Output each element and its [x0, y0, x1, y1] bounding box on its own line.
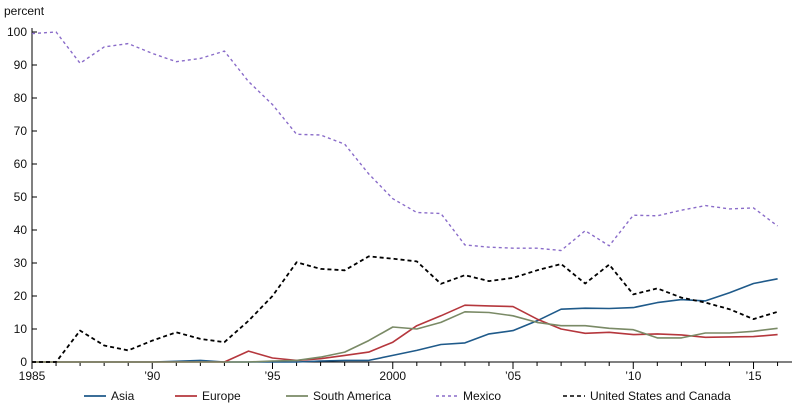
y-tick-label: 60	[14, 157, 28, 171]
y-tick-label: 10	[14, 322, 28, 336]
legend-label-mexico: Mexico	[463, 389, 501, 403]
legend-label-asia: Asia	[111, 389, 135, 403]
series-line-asia	[32, 278, 778, 363]
y-tick-label: 100	[7, 25, 27, 39]
series-line-south-america	[32, 310, 778, 363]
y-tick-label: 80	[14, 91, 28, 105]
x-tick-label: ’05	[505, 369, 521, 383]
x-tick-label: ’10	[625, 369, 641, 383]
x-tick-label: ’95	[264, 369, 280, 383]
x-tick-label: ’90	[144, 369, 160, 383]
x-tick-label: 2000	[379, 369, 406, 383]
y-unit-label: percent	[4, 4, 45, 18]
series-line-united-states-and-canada	[32, 255, 778, 363]
series-line-mexico	[31, 31, 779, 252]
legend: Asia Europe South America Mexico United Stat…	[84, 389, 731, 403]
y-tick-label: 0	[20, 355, 27, 369]
legend-label-south-america: South America	[313, 389, 391, 403]
y-tick-label: 30	[14, 256, 28, 270]
y-tick-label: 20	[14, 289, 28, 303]
y-tick-label: 90	[14, 58, 28, 72]
legend-label-europe: Europe	[202, 389, 241, 403]
series-lines	[31, 31, 779, 363]
y-tick-label: 40	[14, 223, 28, 237]
y-tick-label: 70	[14, 124, 28, 138]
legend-label-united-states-and-canada: United States and Canada	[590, 389, 731, 403]
x-tick-label: ’15	[746, 369, 762, 383]
x-tick-label: 1985	[19, 369, 46, 383]
y-axis: 0 10 20 30 40 50 60 70 80 90 100	[7, 25, 37, 369]
y-tick-label: 50	[14, 190, 28, 204]
x-axis: 1985 ’90 ’95 2000 ’05 ’10 ’15	[19, 361, 792, 383]
